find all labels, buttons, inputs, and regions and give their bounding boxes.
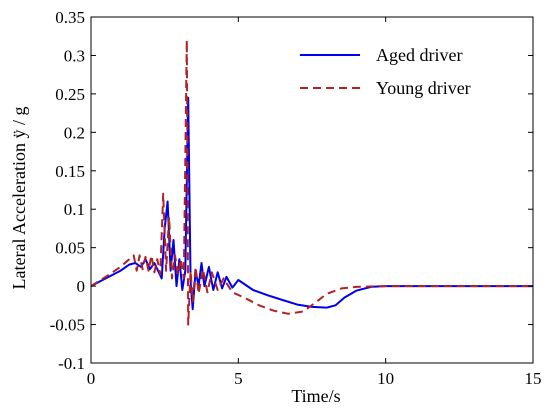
x-tick-label: 0 — [87, 369, 96, 388]
y-axis-label: Lateral Acceleration ÿ / g — [9, 107, 29, 290]
legend: Aged driver Young driver — [300, 45, 471, 98]
x-tick-label: 10 — [377, 369, 394, 388]
axes-layer: 0 5 10 15 -0.1 -0.05 0 0.05 0.1 0.15 0.2 0.25 0.3 0.3… — [50, 8, 542, 388]
y-tick-label: 0 — [77, 277, 86, 296]
series-line-aged-driver — [90, 96, 533, 311]
legend-label-aged-driver: Aged driver — [376, 45, 462, 65]
x-tick-label: 15 — [525, 369, 542, 388]
plot-area — [90, 16, 534, 364]
x-axis-label: Time/s — [291, 386, 340, 406]
y-tick-label: 0.35 — [55, 8, 85, 27]
y-tick-label: 0.15 — [55, 162, 85, 181]
series-line-young-driver — [90, 39, 533, 326]
y-tick-label: 0.2 — [64, 123, 85, 142]
y-tick-label: 0.1 — [64, 200, 85, 219]
plot-frame — [90, 16, 534, 364]
y-tick-label: 0.05 — [55, 239, 85, 258]
y-tick-label: -0.1 — [58, 354, 85, 373]
y-tick-label: -0.05 — [50, 316, 85, 335]
y-tick-label: 0.3 — [64, 46, 85, 65]
series-layer — [90, 39, 533, 326]
x-tick-label: 5 — [234, 369, 243, 388]
legend-label-young-driver: Young driver — [376, 78, 471, 98]
y-tick-label: 0.25 — [55, 85, 85, 104]
